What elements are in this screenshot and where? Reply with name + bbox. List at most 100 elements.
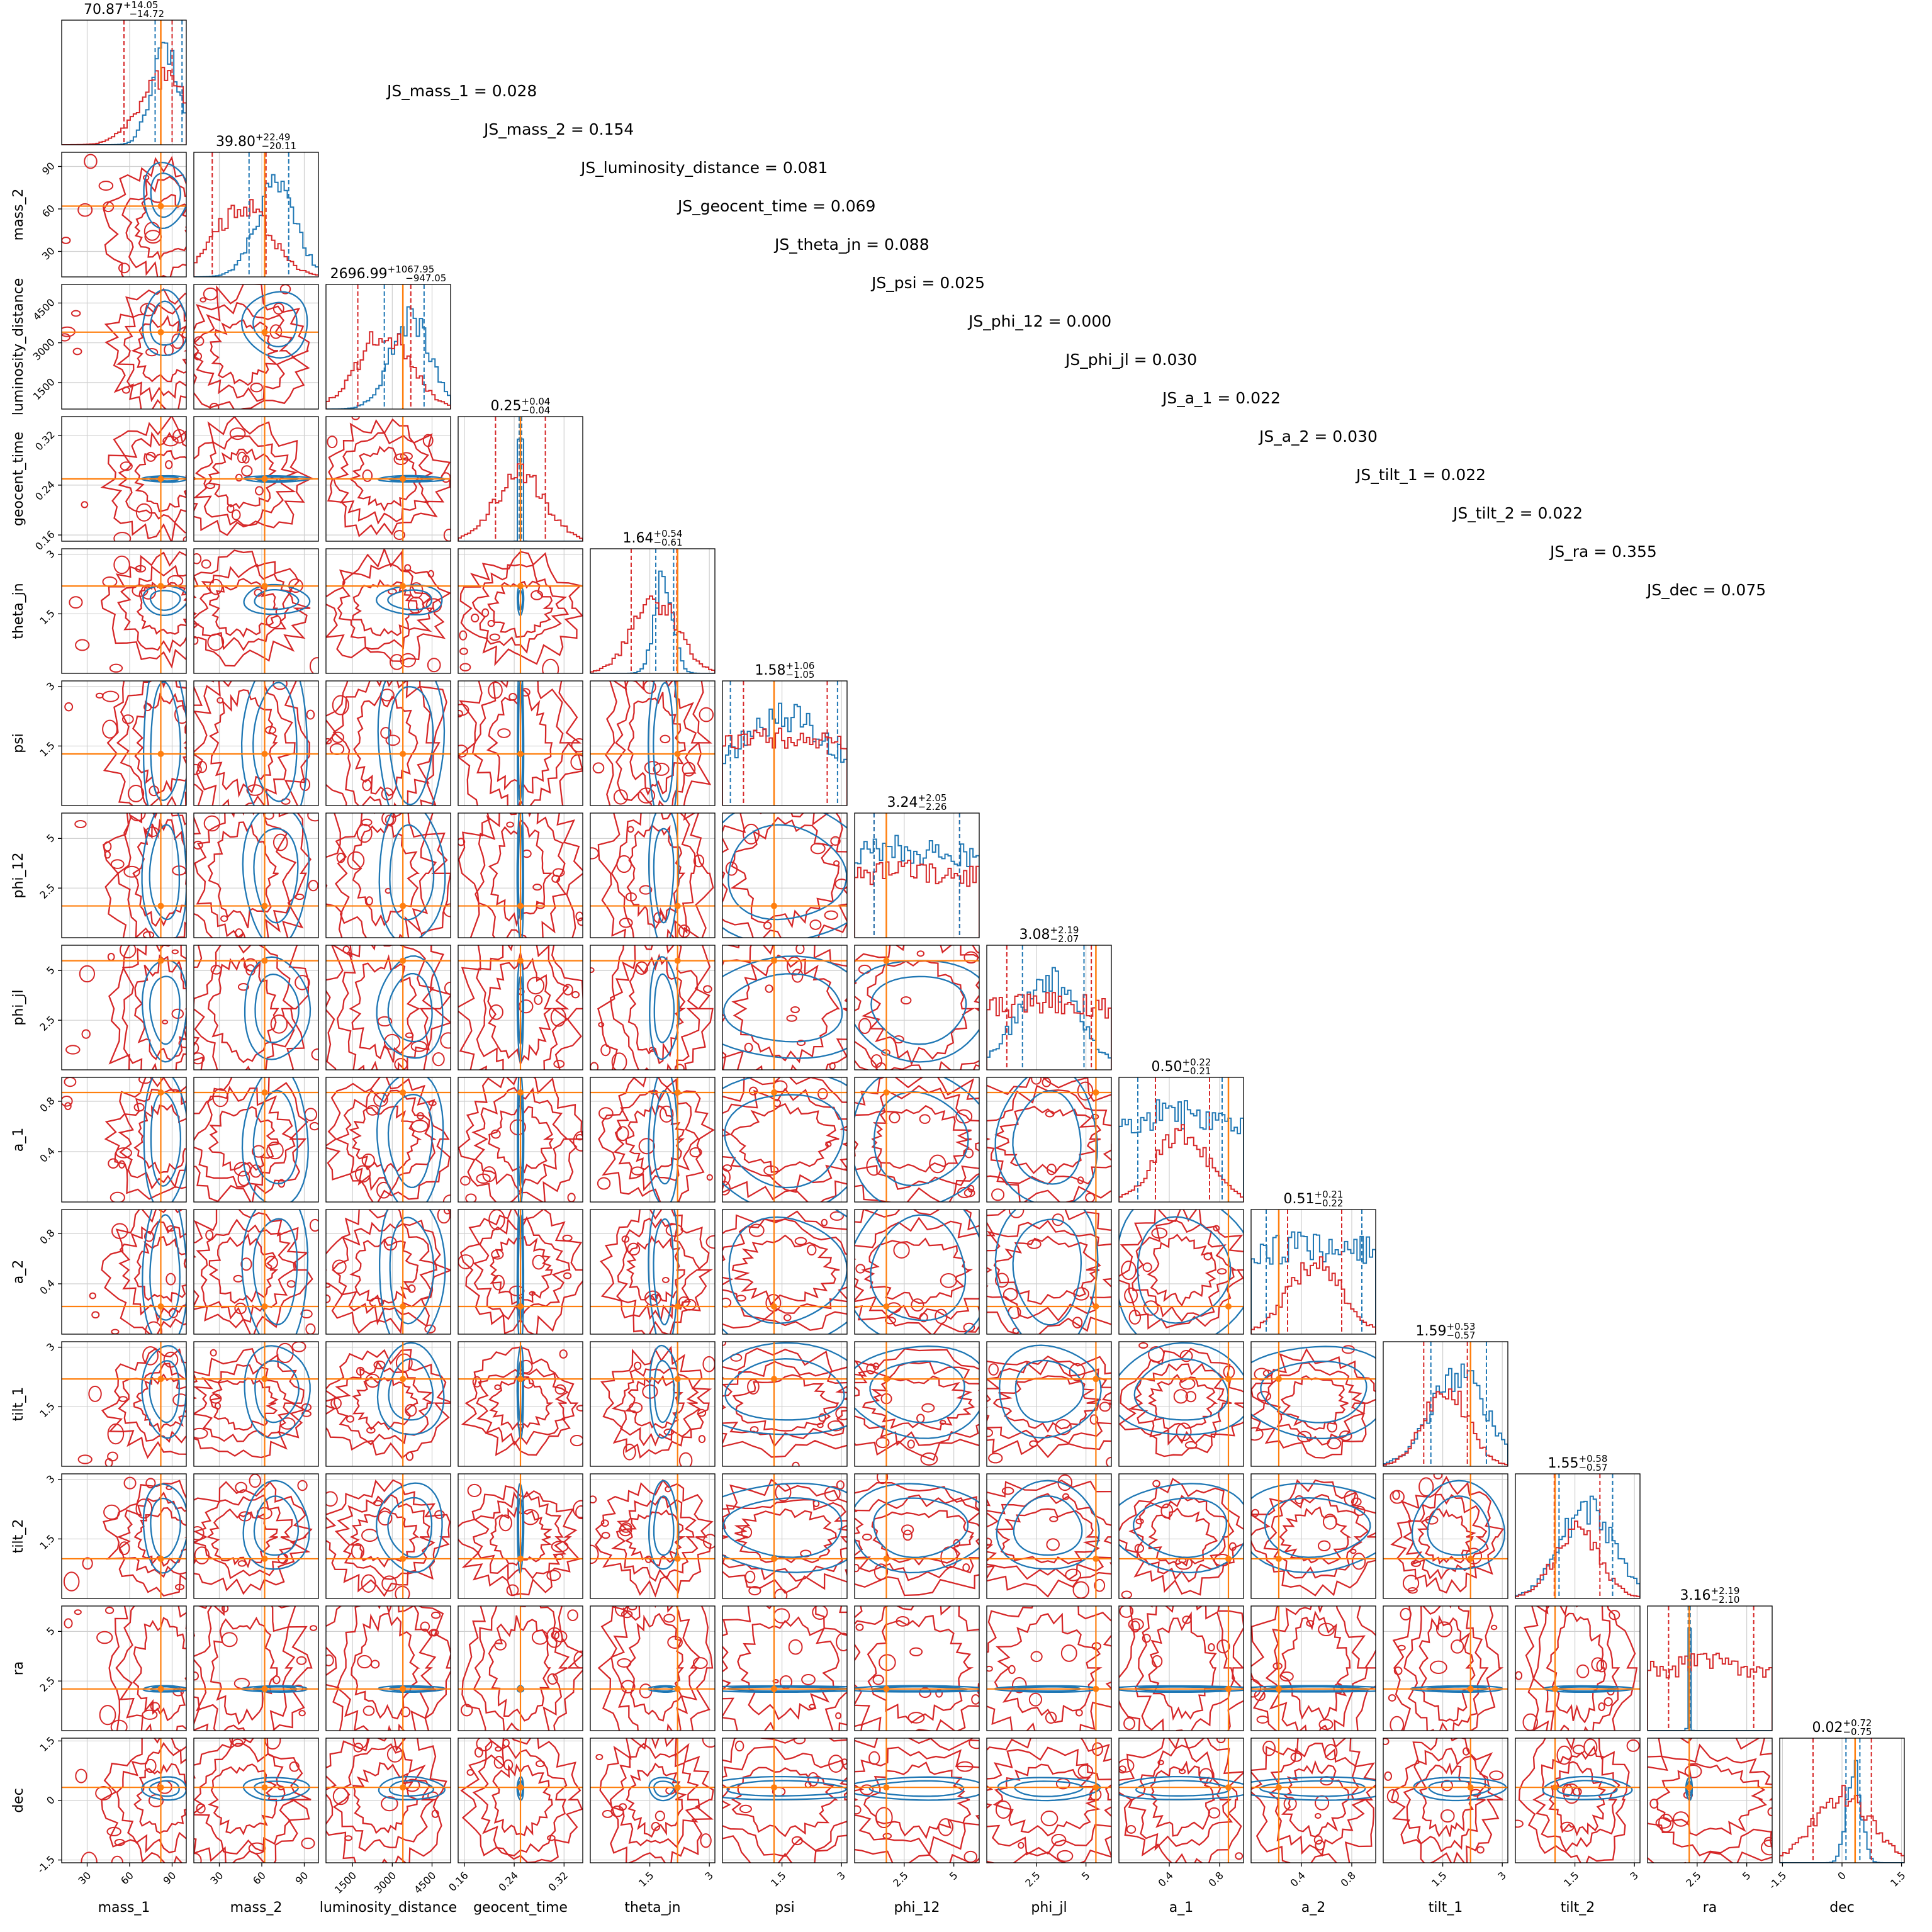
contour-line (879, 1654, 896, 1671)
contour-line (868, 1780, 965, 1797)
contour-line (830, 836, 841, 846)
contour-line (1411, 1480, 1506, 1570)
contour-line (65, 1045, 81, 1055)
contour-line (1179, 1768, 1186, 1775)
contour-line (471, 613, 480, 623)
contour-line (575, 911, 583, 922)
contour-line (595, 1753, 604, 1760)
contour-line (428, 1100, 437, 1106)
contour-line (722, 1499, 847, 1582)
contour-line (309, 1121, 318, 1131)
panel-frame (722, 680, 848, 806)
contour-line (1560, 1821, 1575, 1832)
contour-line (788, 1639, 803, 1655)
contour-line (1119, 1342, 1244, 1435)
contour-line (829, 1211, 844, 1221)
contour-line (307, 813, 318, 822)
contour-line (1251, 1427, 1264, 1441)
contour-line (1626, 1739, 1640, 1752)
contour-line (790, 1006, 800, 1013)
contour-line (1609, 1610, 1620, 1620)
contour-line (722, 1087, 847, 1193)
contour-panel-dec-vs-a-2: 0.4 0.8a_2 (1250, 1738, 1376, 1916)
truth-point (400, 902, 407, 909)
panel-frame (1515, 1738, 1641, 1863)
contour-line (697, 1408, 707, 1417)
truth-point (157, 1303, 164, 1310)
contour-line (1523, 1606, 1638, 1731)
contour-line (75, 639, 90, 651)
contour-line (1119, 1775, 1244, 1800)
contour-line (1213, 1225, 1220, 1232)
truth-point (261, 902, 268, 909)
contour-line (855, 1077, 979, 1202)
contour-line (135, 564, 147, 573)
contour-line (494, 1639, 507, 1651)
contour-line (142, 289, 186, 356)
panel-frame (193, 284, 319, 410)
panel-frame (325, 1209, 451, 1335)
contour-line (873, 1091, 969, 1187)
truth-point (517, 1685, 524, 1692)
contour-line (407, 596, 424, 614)
contour-panel-a-2-vs-phi-12 (854, 1209, 980, 1335)
contour-line (570, 1434, 583, 1447)
contour-line (405, 1032, 414, 1038)
panel-frame (1118, 1341, 1244, 1467)
contour-line (1176, 1422, 1192, 1442)
contour-line (901, 1524, 914, 1536)
contour-line (150, 681, 181, 802)
contour-line (1418, 1477, 1434, 1497)
truth-point (517, 1376, 524, 1383)
contour-line (994, 1106, 1102, 1174)
contour-line (241, 1210, 309, 1334)
panel-frame (325, 812, 451, 938)
contour-line (75, 1768, 87, 1783)
truth-point (261, 1685, 268, 1692)
contour-line (1073, 1287, 1089, 1301)
truth-point (770, 1376, 777, 1383)
contour-line (1427, 1495, 1490, 1556)
contour-line (1428, 1780, 1491, 1797)
hist-panel-theta-jn: 1.64+0.54 −0.61 (590, 528, 716, 674)
hist-panel-a-2: 0.51+0.21 −0.22 (1250, 1189, 1376, 1335)
contour-line (81, 1029, 91, 1039)
panel-frame (61, 945, 187, 1070)
contour-line (674, 1064, 685, 1070)
contour-line (64, 1618, 73, 1629)
contour-line (132, 1617, 186, 1722)
contour-line (489, 633, 500, 641)
panel-frame (590, 1077, 716, 1203)
contour-line (624, 1374, 685, 1429)
truth-point (400, 1784, 407, 1791)
contour-line (475, 813, 567, 938)
contour-line (867, 1615, 974, 1724)
contour-line (1451, 1639, 1464, 1654)
contour-line (1656, 1763, 1767, 1836)
contour-line (508, 692, 517, 701)
contour-line (872, 1362, 880, 1370)
contour-line (875, 1437, 890, 1449)
contour-line (174, 705, 186, 724)
contour-line (208, 1763, 278, 1836)
contour-line (332, 681, 435, 806)
contour-line (174, 1583, 185, 1590)
contour-line (827, 1420, 845, 1432)
contour-line (1065, 1568, 1082, 1581)
contour-line (855, 1606, 979, 1731)
contour-line (458, 709, 463, 717)
contour-line (279, 1417, 296, 1430)
contour-panel-tilt-2-vs-phi-jl (986, 1473, 1112, 1599)
posterior-title: 3.24+2.05 −2.26 (887, 792, 947, 812)
panel-frame (986, 1209, 1112, 1335)
contour-line (1441, 1780, 1453, 1792)
contour-line (870, 1214, 967, 1322)
contour-line (497, 728, 511, 738)
contour-line (481, 608, 490, 617)
contour-line (1012, 1090, 1082, 1185)
posterior-title: 1.64+0.54 −0.61 (623, 528, 683, 548)
x-axis-label-theta-jn: theta_jn (624, 1900, 680, 1916)
contour-line (378, 813, 446, 938)
truth-point (517, 957, 524, 964)
